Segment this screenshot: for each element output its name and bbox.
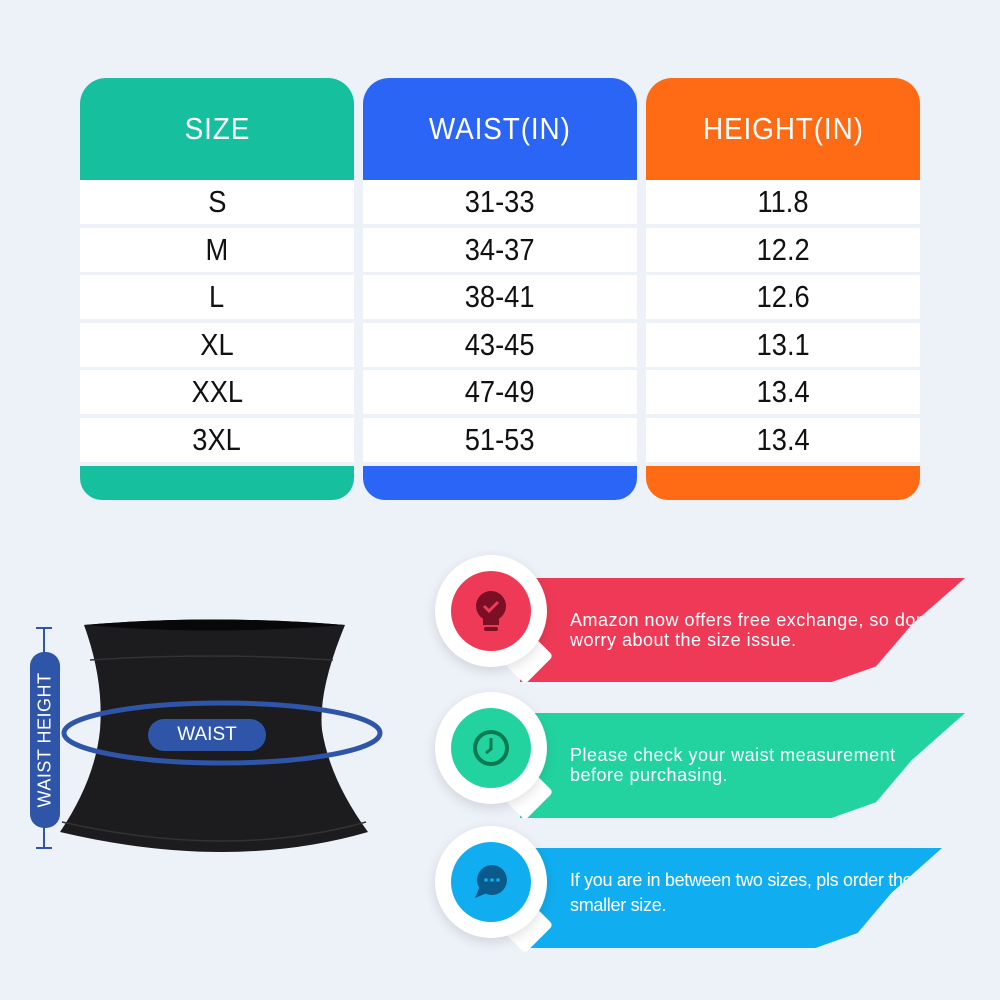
- height-column: HEIGHT(IN) 11.8 12.2 12.6 13.1 13.4 13.4: [646, 78, 920, 500]
- waist-header: WAIST(IN): [363, 78, 637, 180]
- size-header: SIZE: [80, 78, 354, 180]
- table-cell: 34-37: [363, 227, 637, 272]
- table-cell: 11.8: [646, 180, 920, 224]
- tip-banner: Please check your waist measurement befo…: [520, 713, 965, 818]
- table-cell: 38-41: [363, 275, 637, 319]
- column-footer: [363, 466, 637, 500]
- waist-belt-image: [30, 619, 383, 852]
- table-cell: 43-45: [363, 322, 637, 367]
- table-cell: 12.2: [646, 227, 920, 272]
- waist-label: WAIST: [177, 724, 237, 745]
- table-cell: 3XL: [80, 417, 354, 462]
- table-cell: XXL: [80, 370, 354, 414]
- column-footer: [80, 466, 354, 500]
- waist-column: WAIST(IN) 31-33 34-37 38-41 43-45 47-49 …: [363, 78, 637, 500]
- column-footer: [646, 466, 920, 500]
- table-cell: 31-33: [363, 180, 637, 224]
- belt-diagram: WAIST WAIST HEIGHT: [0, 600, 400, 900]
- tip-banner: Amazon now offers free exchange, so don'…: [520, 578, 965, 682]
- tip-icon-bubble: [435, 692, 547, 804]
- table-cell: 13.1: [646, 322, 920, 367]
- table-cell: 13.4: [646, 370, 920, 414]
- waist-height-label: WAIST HEIGHT: [34, 672, 55, 808]
- height-header: HEIGHT(IN): [646, 78, 920, 180]
- clock-icon: [473, 730, 509, 766]
- tip-banner: If you are in between two sizes, pls ord…: [520, 848, 942, 948]
- table-cell: 51-53: [363, 417, 637, 462]
- tip-icon-bubble: [435, 826, 547, 938]
- chat-bubble-icon: [475, 865, 507, 898]
- table-cell: XL: [80, 322, 354, 367]
- table-cell: L: [80, 275, 354, 319]
- table-cell: 12.6: [646, 275, 920, 319]
- tip-icon-bubble: [435, 555, 547, 667]
- table-cell: 47-49: [363, 370, 637, 414]
- size-column: SIZE S M L XL XXL 3XL: [80, 78, 354, 500]
- table-cell: S: [80, 180, 354, 224]
- table-cell: 13.4: [646, 417, 920, 462]
- lightbulb-check-icon: [476, 591, 506, 631]
- table-cell: M: [80, 227, 354, 272]
